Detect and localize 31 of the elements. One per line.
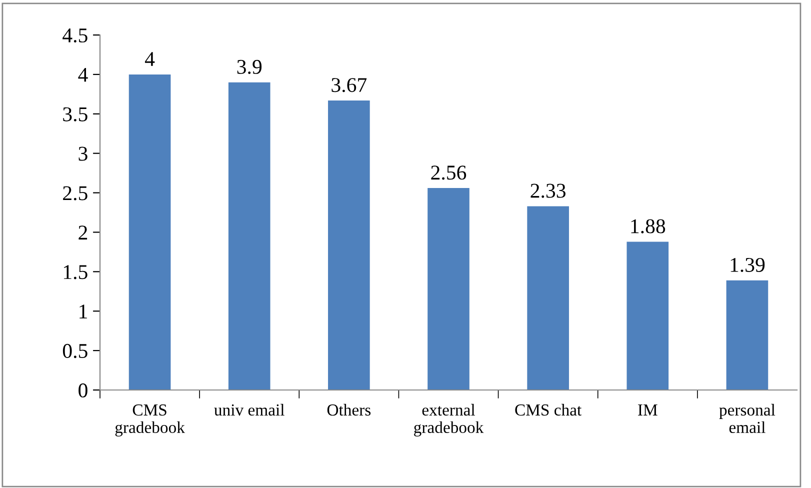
y-tick-label: 0: [78, 383, 88, 398]
bar: [228, 82, 270, 390]
x-tick-label: Others: [327, 404, 371, 416]
x-tick-label: CMS gradebook: [115, 404, 185, 436]
x-tick-label: IM: [638, 404, 658, 416]
data-label: 3.67: [332, 78, 367, 92]
y-tick-label: 4.5: [62, 28, 88, 43]
y-tick-label: 1.5: [64, 265, 88, 280]
y-tick-label: 2.5: [63, 186, 88, 200]
bar: [128, 74, 171, 390]
x-tick-label: univ email: [214, 404, 284, 416]
x-tick-label: CMS chat: [515, 404, 582, 416]
bar: [726, 280, 768, 390]
data-label: 3.9: [237, 60, 262, 74]
x-tick-label: personal email: [719, 404, 776, 434]
y-tick-label: 1: [80, 304, 87, 318]
data-label: 1.39: [730, 258, 765, 272]
y-tick-label: 3.5: [63, 107, 88, 122]
data-label: 2.33: [530, 184, 566, 198]
bar: [328, 100, 370, 390]
bar: [626, 242, 669, 390]
bar: [527, 206, 569, 390]
data-label: 1.88: [631, 219, 666, 234]
data-label: 4: [144, 52, 155, 66]
x-tick-label: external gradebook: [414, 404, 484, 436]
y-tick-label: 3: [78, 146, 88, 161]
y-tick-label: 2: [78, 226, 88, 240]
data-label: 2.56: [431, 166, 466, 180]
bar: [428, 188, 470, 390]
y-tick-label: 4: [78, 68, 88, 82]
y-tick-label: 0.5: [62, 344, 88, 358]
